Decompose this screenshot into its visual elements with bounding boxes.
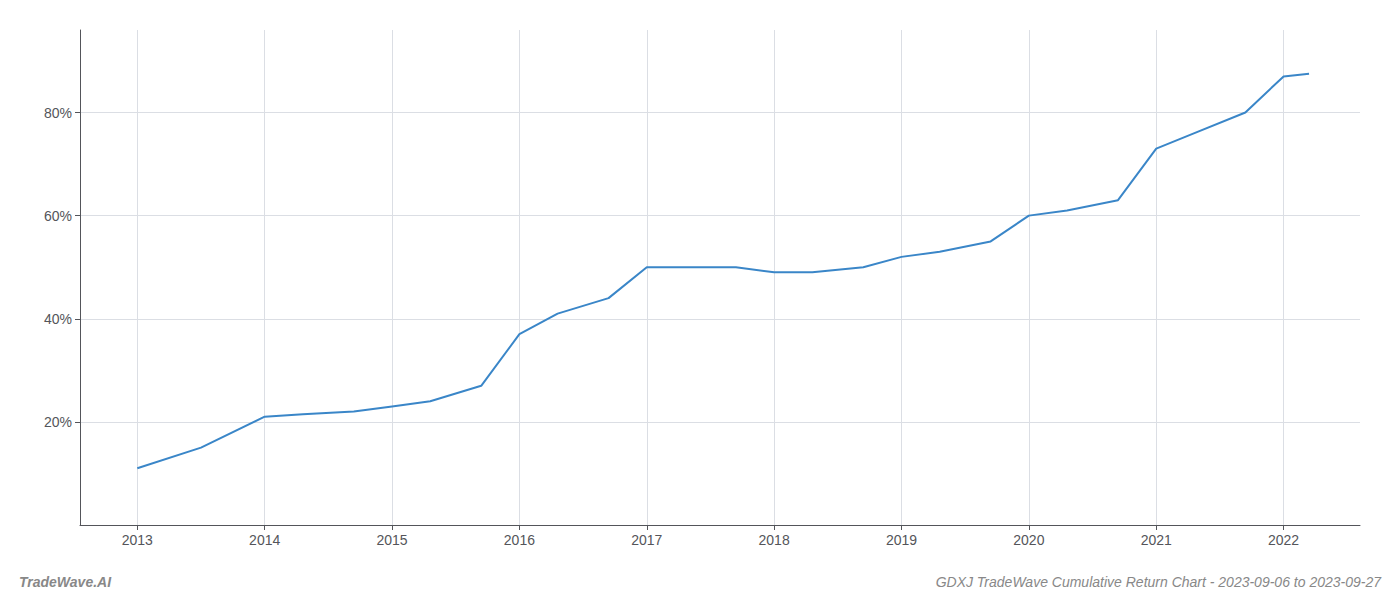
svg-text:2014: 2014	[249, 532, 280, 548]
svg-text:TradeWave.AI: TradeWave.AI	[19, 574, 112, 590]
svg-text:2019: 2019	[886, 532, 917, 548]
svg-text:2015: 2015	[376, 532, 407, 548]
svg-text:80%: 80%	[44, 105, 72, 121]
svg-text:2017: 2017	[631, 532, 662, 548]
svg-text:60%: 60%	[44, 208, 72, 224]
svg-text:2013: 2013	[122, 532, 153, 548]
svg-text:20%: 20%	[44, 414, 72, 430]
svg-text:2018: 2018	[759, 532, 790, 548]
svg-text:2020: 2020	[1013, 532, 1044, 548]
svg-text:2016: 2016	[504, 532, 535, 548]
svg-text:2021: 2021	[1141, 532, 1172, 548]
svg-text:GDXJ TradeWave Cumulative Retu: GDXJ TradeWave Cumulative Return Chart -…	[936, 574, 1383, 590]
svg-text:40%: 40%	[44, 311, 72, 327]
svg-text:2022: 2022	[1268, 532, 1299, 548]
